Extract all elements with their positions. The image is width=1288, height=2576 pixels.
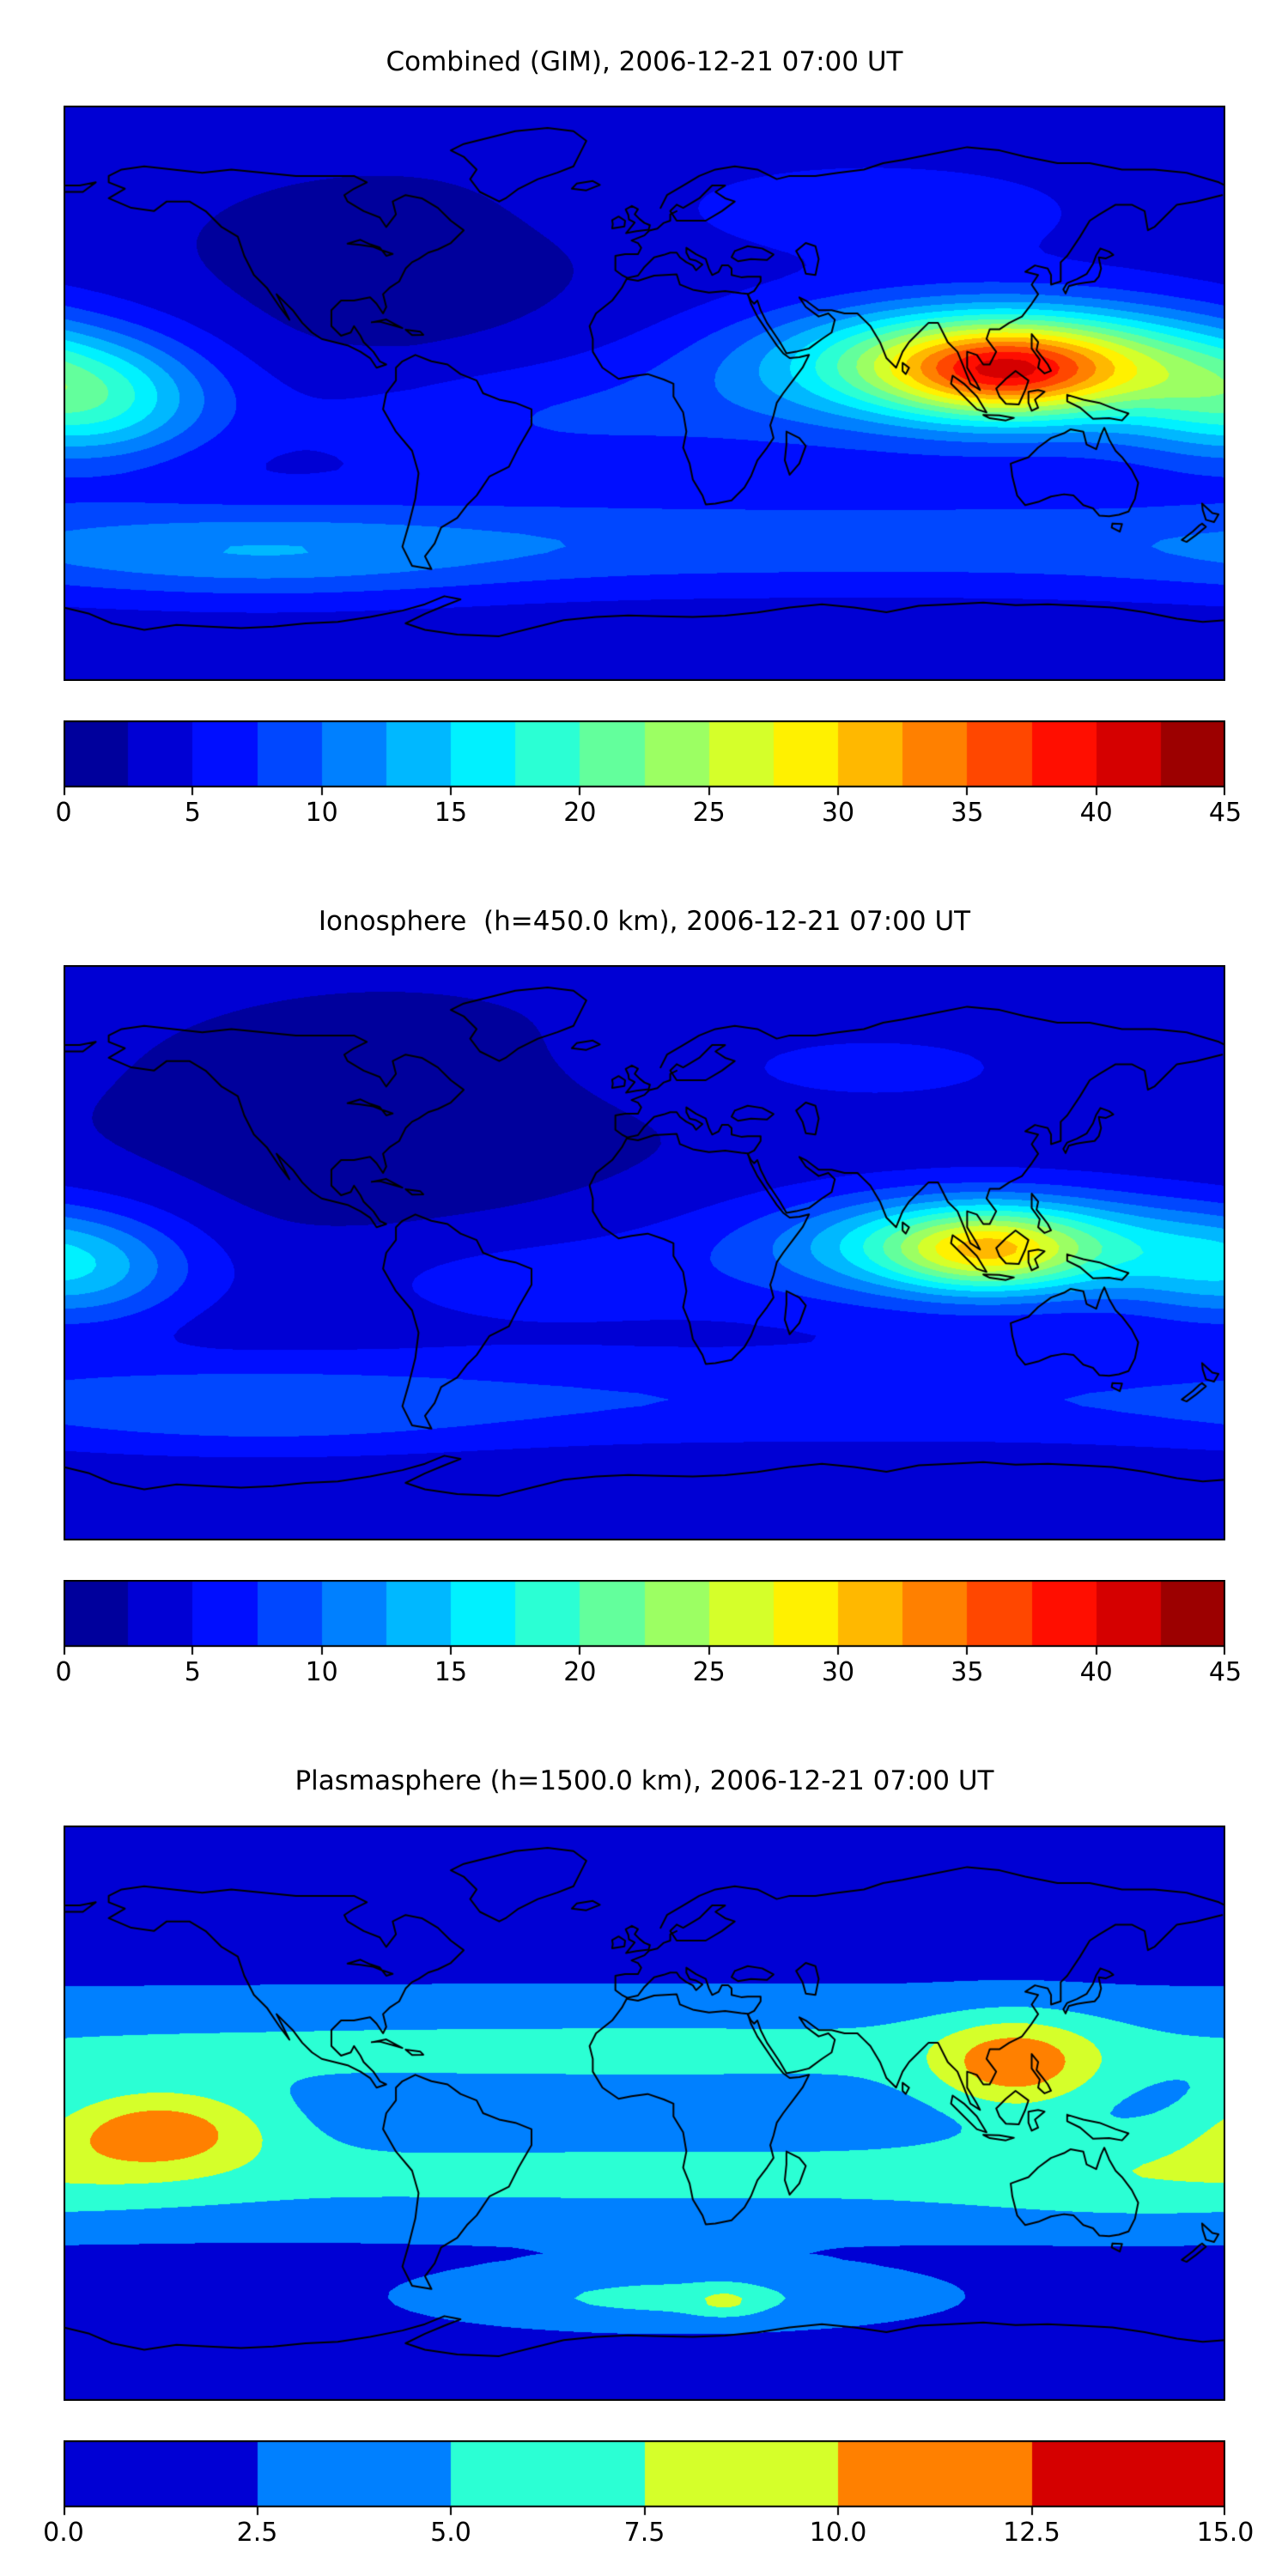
panel-combined-gim: Combined (GIM), 2006-12-21 07:00 UT 0 5 10… bbox=[0, 46, 1242, 834]
colorbar-tick-label: 15 bbox=[434, 798, 468, 829]
colorbar-ionosphere bbox=[64, 1580, 1225, 1656]
world-map-plasmasphere bbox=[64, 1825, 1225, 2401]
colorbar-tick-label: 10 bbox=[305, 798, 338, 829]
colorbar-tick-label: 30 bbox=[821, 1657, 855, 1688]
world-map-combined bbox=[64, 106, 1225, 682]
colorbar-tick-label: 25 bbox=[692, 798, 726, 829]
colorbar-tick-label: 10 bbox=[305, 1657, 338, 1688]
colorbar-tick-label: 5 bbox=[184, 798, 201, 829]
colorbar-tick-labels-ionosphere: 0 5 10 15 20 25 30 35 40 45 bbox=[55, 1656, 1242, 1693]
colorbar-tick-label: 15.0 bbox=[1196, 2517, 1255, 2548]
colorbar-tick-label: 15 bbox=[434, 1657, 468, 1688]
colorbar-tick-label: 0.0 bbox=[43, 2517, 84, 2548]
panel-ionosphere: Ionosphere (h=450.0 km), 2006-12-21 07:0… bbox=[0, 906, 1242, 1693]
colorbar-tick-label: 40 bbox=[1079, 1657, 1113, 1688]
colorbar-tick-label: 25 bbox=[692, 1657, 726, 1688]
colorbar-tick-label: 7.5 bbox=[623, 2517, 665, 2548]
world-map-ionosphere bbox=[64, 965, 1225, 1541]
panel-title-plasmasphere: Plasmasphere (h=1500.0 km), 2006-12-21 0… bbox=[295, 1765, 994, 1797]
panel-title-ionosphere: Ionosphere (h=450.0 km), 2006-12-21 07:0… bbox=[318, 906, 971, 938]
colorbar-tick-label: 0 bbox=[55, 798, 72, 829]
panel-plasmasphere: Plasmasphere (h=1500.0 km), 2006-12-21 0… bbox=[0, 1765, 1254, 2554]
colorbar-tick-labels-plasmasphere: 0.0 2.5 5.0 7.5 10.0 12.5 15.0 bbox=[43, 2516, 1254, 2554]
colorbar-tick-label: 45 bbox=[1208, 1657, 1242, 1688]
colorbar-combined bbox=[64, 720, 1225, 797]
colorbar-tick-label: 2.5 bbox=[236, 2517, 278, 2548]
colorbar-tick-label: 20 bbox=[563, 1657, 597, 1688]
colorbar-tick-labels-combined: 0 5 10 15 20 25 30 35 40 45 bbox=[55, 796, 1242, 834]
panel-title-combined: Combined (GIM), 2006-12-21 07:00 UT bbox=[386, 46, 903, 77]
colorbar-tick-label: 10.0 bbox=[809, 2517, 867, 2548]
colorbar-tick-label: 0 bbox=[55, 1657, 72, 1688]
colorbar-tick-label: 12.5 bbox=[1003, 2517, 1060, 2548]
colorbar-tick-label: 20 bbox=[563, 798, 597, 829]
colorbar-tick-label: 30 bbox=[821, 798, 855, 829]
colorbar-tick-label: 35 bbox=[951, 1657, 984, 1688]
colorbar-tick-label: 5.0 bbox=[430, 2517, 471, 2548]
colorbar-tick-label: 5 bbox=[184, 1657, 201, 1688]
colorbar-tick-label: 45 bbox=[1208, 798, 1242, 829]
colorbar-tick-label: 40 bbox=[1079, 798, 1113, 829]
colorbar-tick-label: 35 bbox=[951, 798, 984, 829]
colorbar-plasmasphere bbox=[64, 2439, 1225, 2516]
